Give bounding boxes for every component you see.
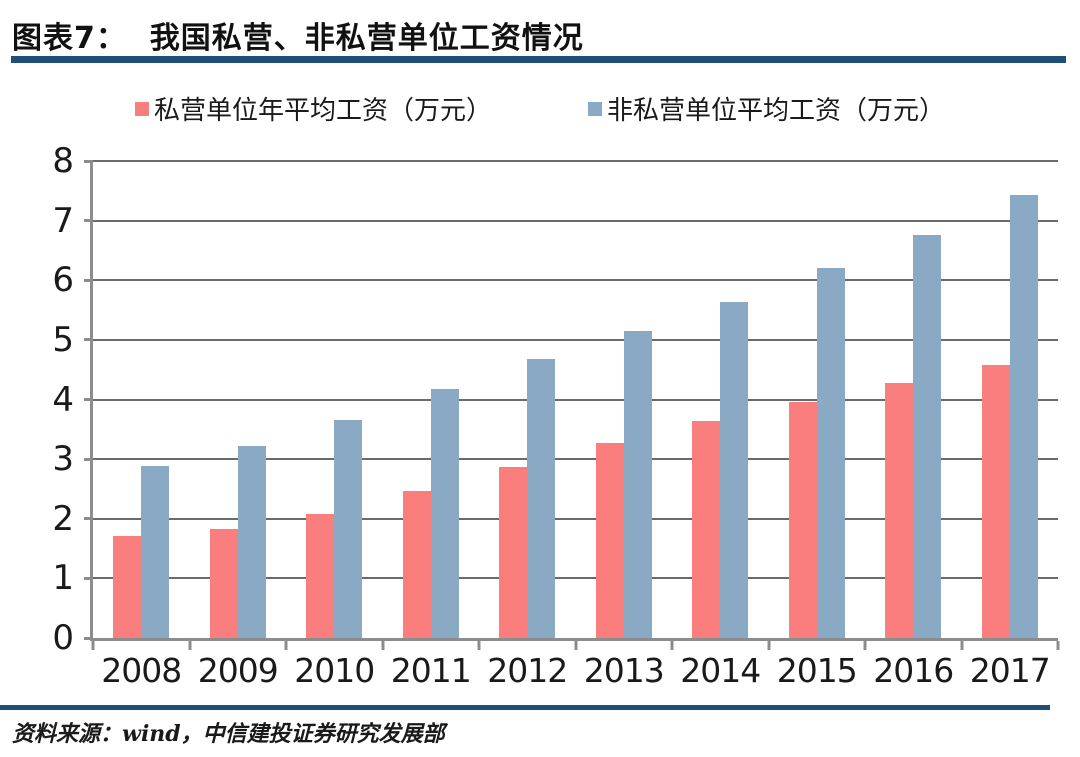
x-axis-tick-1 [188,641,191,650]
x-axis-label-2011: 2011 [390,651,472,690]
legend-label-nonprivate: 非私营单位平均工资（万元） [607,96,946,126]
bar-nonprivate-2010 [334,420,363,638]
gridline-5 [93,338,1058,341]
legend-item-private: 私营单位年平均工资（万元） [134,90,492,127]
y-axis-label-0: 0 [52,618,74,658]
bar-private-2008 [113,536,142,638]
bar-private-2015 [788,401,817,638]
y-axis-label-4: 4 [52,379,74,420]
bar-nonprivate-2012 [527,358,556,638]
gridline-8 [93,160,1058,162]
y-axis-label-7: 7 [52,200,74,241]
gridline-3 [93,458,1058,461]
y-axis-label-1: 1 [52,558,74,599]
x-axis-label-2012: 2012 [487,651,568,690]
y-axis-label-5: 5 [52,319,74,360]
bar-nonprivate-2008 [141,465,170,638]
bar-nonprivate-2017 [1009,195,1038,638]
y-axis-tick-2 [84,517,93,521]
legend-swatch-nonprivate-icon [588,101,602,116]
x-axis-label-2014: 2014 [680,651,761,690]
gridline-2 [93,517,1058,520]
y-axis-tick-7 [84,219,93,223]
bar-private-2016 [885,382,914,638]
source-note: 资料来源：wind，中信建投证券研究发展部 [12,721,445,747]
gridline-6 [93,279,1058,282]
bar-private-2014 [692,420,721,638]
x-axis-tick-6 [670,641,674,650]
x-axis-label-2009: 2009 [197,651,279,690]
y-axis-line [90,160,93,641]
x-axis-tick-4 [477,641,481,650]
bar-private-2010 [306,513,335,638]
y-axis-tick-5 [84,338,93,342]
y-axis: 0 1 2 3 4 5 6 7 8 [0,141,93,658]
bar-nonprivate-2009 [237,446,266,638]
y-axis-tick-0 [84,636,93,640]
y-axis-tick-6 [84,278,93,282]
x-axis-label-2010: 2010 [294,651,375,690]
x-axis-label-2017: 2017 [969,651,1051,690]
y-axis-label-2: 2 [52,498,74,539]
x-axis-tick-3 [381,641,384,650]
bar-private-2012 [499,466,528,638]
x-axis-tick-8 [863,641,867,650]
x-axis-tick-7 [767,641,770,650]
x-axis-label-2013: 2013 [583,651,665,690]
x-axis-tick-10 [1056,641,1060,650]
bar-nonprivate-2014 [720,301,749,638]
bar-private-2017 [981,364,1010,638]
x-axis-label-2016: 2016 [873,651,954,690]
bar-private-2011 [402,491,431,638]
legend-label-private: 私营单位年平均工资（万元） [153,96,492,126]
x-axis-tick-0 [91,641,95,650]
y-axis-label-8: 8 [52,141,74,181]
title-underline [11,56,1066,63]
x-axis-label-2015: 2015 [776,651,858,690]
footer-divider [0,705,1050,710]
bar-nonprivate-2013 [623,330,652,638]
legend-item-nonprivate: 非私营单位平均工资（万元） [588,90,945,127]
y-axis-label-3: 3 [52,439,74,480]
x-axis-tick-2 [284,641,288,650]
legend: 私营单位年平均工资（万元） 非私营单位平均工资（万元） [0,90,1080,127]
gridline-7 [93,219,1058,222]
x-axis-line [90,638,1058,641]
bar-private-2013 [595,443,624,638]
legend-swatch-private-icon [134,101,149,116]
x-axis: 2008 2009 2010 2011 2012 2013 2014 2015 2016 2017 [0,638,1080,708]
x-axis-label-2008: 2008 [101,651,182,690]
y-axis-label-6: 6 [52,260,74,301]
bar-private-2009 [209,529,238,638]
y-axis-tick-3 [84,457,93,461]
chart-title: 图表7： 我国私营、非私营单位工资情况 [12,21,584,56]
bar-nonprivate-2011 [430,388,459,638]
gridline-1 [93,577,1058,580]
y-axis-tick-1 [84,576,93,580]
y-axis-tick-4 [84,398,93,401]
bar-nonprivate-2016 [913,234,942,638]
x-axis-tick-5 [574,641,577,650]
plot-area [93,160,1058,638]
y-axis-tick-8 [84,159,93,163]
x-axis-tick-9 [960,641,963,650]
bar-nonprivate-2015 [816,268,845,638]
gridline-4 [93,398,1058,401]
